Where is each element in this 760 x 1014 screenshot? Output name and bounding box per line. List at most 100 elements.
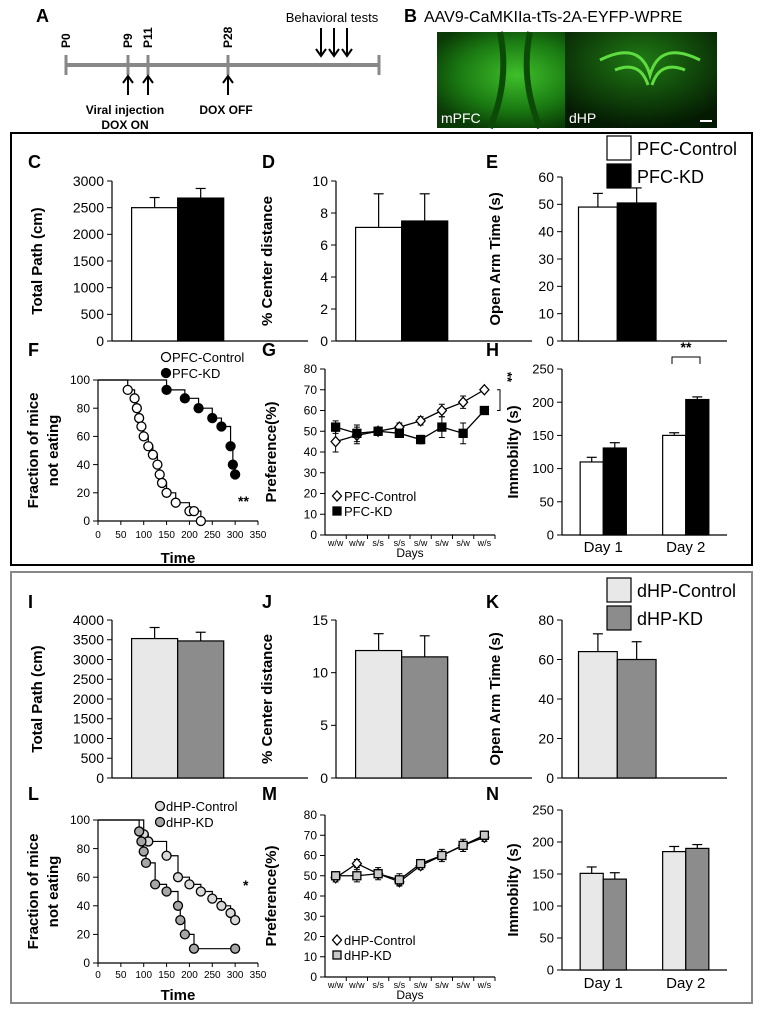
dox-off-label: DOX OFF [199,103,252,117]
x-tick-label: Day 2 [666,539,705,556]
y-tick-label: 200 [532,395,554,410]
y-axis-label: not eating [45,415,62,487]
x-tick-label: 100 [135,530,152,541]
y-axis-label: % Center distance [259,196,276,326]
x-axis-label: Days [396,988,423,1002]
y-tick-label: 250 [532,803,554,818]
y-axis-label: Immobilty (s) [505,405,522,498]
point [437,422,447,432]
y-tick-label: 1500 [73,711,104,727]
legend-label: dHP-KD [166,815,214,830]
annotation: ** [681,339,692,355]
point [149,879,161,890]
y-tick-label: 10 [312,665,328,681]
y-tick-label: 5 [320,717,328,733]
y-tick-label: 0 [310,970,317,984]
y-tick-label: 100 [70,373,90,387]
y-tick-label: 10 [312,173,328,189]
y-tick-label: 2500 [73,671,104,687]
point [133,412,145,424]
point [394,428,405,438]
y-tick-label: 4000 [73,612,104,628]
point [131,403,143,414]
x-tick-label: 300 [227,530,244,541]
legend-label: dHP-Control [344,933,416,948]
point [138,846,149,857]
point [136,836,147,847]
point [207,893,218,904]
point [170,497,181,508]
bar [131,637,179,779]
y-tick-label: 1000 [73,280,104,296]
x-tick-label: w/w [327,538,344,548]
y-tick-label: 2500 [73,200,104,216]
point [216,421,227,432]
x-tick-label: 200 [181,530,198,541]
y-tick-label: 100 [532,461,554,476]
panel-letter: J [262,592,272,612]
point [172,900,184,911]
point [140,857,152,869]
point [188,943,200,954]
panel-letter: H [486,340,499,360]
y-tick-label: 50 [538,196,554,212]
panel-letter: B [404,6,417,26]
legend-swatch [606,577,632,603]
panel-letter: L [28,784,39,804]
y-tick-label: 60 [304,849,318,863]
y-tick-label: 250 [532,362,554,377]
point [415,414,426,427]
bar [577,206,618,342]
y-tick-label: 40 [304,445,318,459]
point [330,871,341,881]
y-tick-label: 0 [546,770,554,786]
y-tick-label: 60 [77,430,91,444]
annotation: ** [500,372,515,383]
y-tick-label: 6 [320,237,328,253]
image-dhp [565,32,717,128]
x-tick-label: 0 [95,530,101,541]
x-tick-label: 50 [115,970,127,981]
y-tick-label: 0 [546,333,554,349]
point [225,907,236,919]
legend-swatch [606,605,632,631]
legend-marker [332,506,342,516]
y-tick-label: 1000 [73,730,104,746]
y-tick-label: 50 [304,869,318,883]
y-tick-label: 0 [547,528,554,543]
y-tick-label: 60 [77,870,91,884]
y-axis-label: Total Path (cm) [29,207,46,314]
bar [662,850,687,971]
y-tick-label: 20 [538,730,554,746]
y-tick-label: 70 [304,828,318,842]
x-axis-label: Days [396,546,423,560]
y-tick-label: 50 [540,494,554,509]
bar [602,447,627,536]
y-tick-label: 0 [83,956,90,970]
y-tick-label: 0 [83,514,90,528]
point [154,469,165,480]
point [129,393,140,404]
panel-letter: N [486,784,499,804]
y-tick-label: 20 [538,278,554,294]
panel-letter: F [28,340,39,360]
x-tick-label: s/s [394,538,406,548]
y-tick-label: 30 [304,466,318,480]
y-axis-label: Open Arm Time (s) [487,192,504,325]
x-tick-label: 350 [250,970,267,981]
y-tick-label: 80 [77,401,91,415]
legend-label: dHP-KD [344,948,392,963]
x-tick-label: s/w [414,538,428,548]
y-tick-label: 20 [304,930,318,944]
legend-label: dHP-KD [637,609,703,629]
panel-letter: D [262,152,275,172]
point [195,886,207,897]
y-axis-label: Total Path (cm) [29,645,46,752]
point [172,872,184,883]
point [133,826,145,837]
point [161,886,172,897]
bar [177,640,225,779]
point [351,857,363,870]
y-axis-label: Fraction of mice [25,393,42,509]
x-tick-label: w/s [477,538,492,548]
